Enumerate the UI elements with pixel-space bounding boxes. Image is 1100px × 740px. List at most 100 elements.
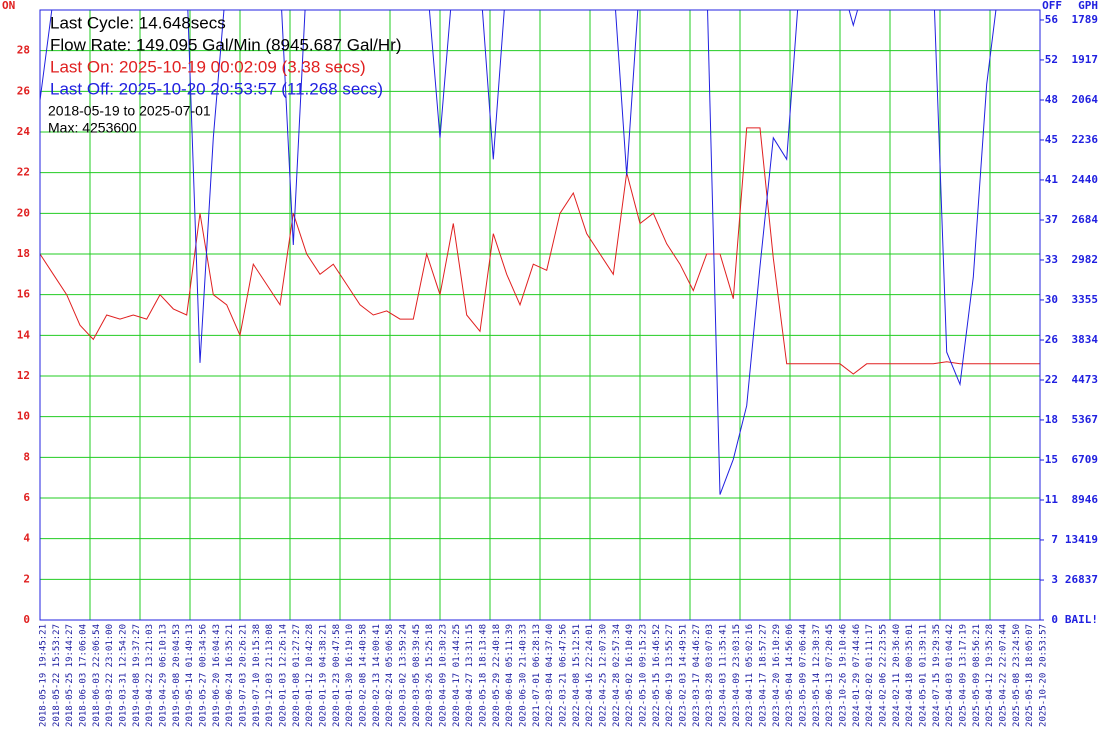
gph-tick-label: 5367	[1072, 413, 1099, 426]
y2-tick-label: 30	[1045, 293, 1058, 306]
x-tick-label: 2019-12-03 21:13:08	[265, 624, 275, 727]
x-tick-label: 2023-03-17 04:46:27	[692, 624, 702, 727]
x-tick-label: 2025-04-09 13:17:19	[959, 624, 969, 727]
x-tick-label: 2019-05-08 20:04:53	[172, 624, 182, 727]
x-tick-label: 2020-02-13 14:00:41	[372, 624, 382, 727]
x-tick-label: 2020-01-12 10:42:28	[305, 624, 315, 727]
x-tick-label: 2025-10-20 20:53:57	[1039, 624, 1049, 727]
y2-tick-label: 11	[1045, 493, 1059, 506]
x-tick-label: 2024-05-01 01:39:11	[919, 624, 929, 727]
x-tick-label: 2020-01-03 12:26:14	[279, 624, 289, 727]
y2-tick-label: 52	[1045, 53, 1058, 66]
x-tick-label: 2022-06-19 13:55:27	[665, 624, 675, 727]
gph-tick-label: 2236	[1072, 133, 1099, 146]
y2-tick-label: 18	[1045, 413, 1058, 426]
y2-tick-label: 22	[1045, 373, 1058, 386]
x-tick-label: 2021-07-01 06:28:13	[532, 624, 542, 727]
x-tick-label: 2020-01-23 00:47:58	[332, 624, 342, 727]
y-tick-label: 12	[17, 369, 30, 382]
y-tick-label: 10	[17, 410, 30, 423]
x-tick-label: 2024-04-18 00:35:01	[905, 624, 915, 727]
y2-tick-label: 33	[1045, 253, 1058, 266]
gph-tick-label: 4473	[1072, 373, 1099, 386]
x-tick-label: 2024-01-29 07:44:46	[852, 624, 862, 727]
annotation: Last Off: 2025-10-20 20:53:57 (11.268 se…	[50, 79, 383, 98]
x-tick-label: 2025-04-22 22:07:44	[999, 624, 1009, 727]
y-tick-label: 26	[17, 84, 31, 97]
x-tick-label: 2023-04-09 23:03:15	[732, 624, 742, 727]
gph-tick-label: 26837	[1065, 573, 1098, 586]
plot-border	[39, 9, 1041, 621]
annotation: Max: 4253600	[48, 120, 137, 136]
lines	[40, 10, 1040, 495]
annotation: 2018-05-19 to 2025-07-01	[48, 103, 211, 119]
gph-tick-label: 2064	[1072, 93, 1099, 106]
y-tick-label: 16	[17, 288, 31, 301]
grid	[40, 9, 1040, 621]
gph-tick-label: 13419	[1065, 533, 1098, 546]
x-tick-label: 2024-02-11 20:36:40	[892, 624, 902, 727]
x-tick-label: 2020-04-17 01:44:25	[452, 624, 462, 727]
x-tick-label: 2025-04-12 19:35:28	[985, 624, 995, 727]
y2-tick-label: 0	[1051, 613, 1058, 626]
x-tick-label: 2018-06-03 22:06:54	[92, 624, 102, 727]
x-tick-label: 2020-04-09 10:30:23	[439, 624, 449, 727]
x-tick-label: 2020-03-26 15:25:18	[425, 624, 435, 727]
x-tick-label: 2022-04-25 12:07:30	[599, 624, 609, 727]
x-tick-label: 2019-06-20 16:04:43	[212, 624, 222, 727]
y2-tick-label: 26	[1045, 333, 1059, 346]
gph-tick-label: 8946	[1072, 493, 1099, 506]
x-tick-label: 2025-05-18 18:05:07	[1025, 624, 1035, 727]
y-tick-label: 6	[23, 491, 30, 504]
x-tick-label: 2019-03-31 12:54:20	[119, 624, 129, 727]
y2-tick-label: 7	[1051, 533, 1058, 546]
x-tick-label: 2022-05-15 16:46:52	[652, 624, 662, 727]
gph-tick-label: 2684	[1072, 213, 1099, 226]
gph-tick-label: 1789	[1072, 13, 1099, 26]
series-line	[40, 10, 997, 495]
y-tick-label: 2	[23, 572, 30, 585]
x-tick-label: 2024-07-15 19:29:35	[932, 624, 942, 727]
gph-tick-label: 3834	[1072, 333, 1099, 346]
x-tick-label: 2018-05-19 19:45:21	[39, 624, 49, 727]
x-tick-label: 2019-05-14 01:49:13	[185, 624, 195, 727]
x-tick-label: 2023-04-17 18:57:27	[759, 624, 769, 727]
y-tick-label: 4	[23, 532, 30, 545]
y2-tick-label: 15	[1045, 453, 1058, 466]
gph-tick-label: 1917	[1072, 53, 1099, 66]
x-tick-label: 2025-05-09 08:56:21	[972, 624, 982, 727]
x-tick-label: 2022-03-04 04:37:40	[545, 624, 555, 727]
y-tick-label: 0	[23, 613, 30, 626]
x-tick-label: 2019-04-29 06:10:13	[159, 624, 169, 727]
y-tick-label: 20	[17, 206, 30, 219]
x-tick-label: 2019-06-24 16:35:21	[225, 624, 235, 727]
x-tick-label: 2024-02-06 22:23:55	[879, 624, 889, 727]
x-tick-label: 2022-04-08 15:12:51	[572, 624, 582, 727]
x-tick-label: 2018-05-22 15:53:27	[52, 624, 62, 727]
x-tick-label: 2022-04-28 02:57:34	[612, 624, 622, 727]
y-tick-label: 28	[17, 44, 30, 57]
x-tick-label: 2020-05-29 22:40:18	[492, 624, 502, 727]
y2-tick-label: 37	[1045, 213, 1058, 226]
x-tick-label: 2020-01-19 04:38:21	[319, 624, 329, 727]
x-tick-label: 2022-03-21 06:47:56	[559, 624, 569, 727]
gph-title: GPH	[1078, 0, 1098, 12]
x-tick-label: 2019-03-22 23:01:00	[105, 624, 115, 727]
x-tick-label: 2023-06-13 07:20:45	[825, 624, 835, 727]
annotation: Last Cycle: 14.648secs	[50, 13, 226, 32]
gph-tick-label: BAIL!	[1065, 613, 1098, 626]
x-tick-label: 2025-04-03 01:04:42	[945, 624, 955, 727]
x-tick-label: 2025-05-08 23:24:50	[1012, 624, 1022, 727]
x-tick-label: 2019-07-10 10:15:38	[252, 624, 262, 727]
x-tick-label: 2023-05-04 14:56:06	[785, 624, 795, 727]
x-tick-label: 2020-01-30 16:19:10	[345, 624, 355, 727]
y2-tick-label: 41	[1045, 173, 1059, 186]
y-tick-label: 24	[17, 125, 31, 138]
x-tick-label: 2020-06-04 05:11:39	[505, 624, 515, 727]
gph-tick-label: 2982	[1072, 253, 1099, 266]
x-tick-label: 2020-03-02 13:59:24	[399, 624, 409, 727]
gph-tick-label: 2440	[1072, 173, 1099, 186]
x-tick-label: 2020-04-27 13:31:15	[465, 624, 475, 727]
annotation: Flow Rate: 149.095 Gal/Min (8945.687 Gal…	[50, 35, 402, 54]
